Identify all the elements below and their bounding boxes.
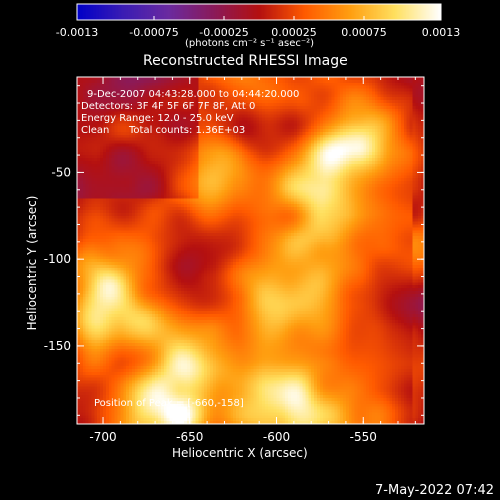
colorbar-tick-label: 0.0013: [422, 26, 461, 39]
colorbar-frame: [76, 3, 442, 21]
y-tick-label: -50: [51, 165, 71, 179]
colorbar: [77, 4, 441, 20]
heatmap-image: [77, 77, 424, 424]
y-tick-label: -100: [44, 252, 71, 266]
peak-position-label: Position of Peak = [-660,-158]: [94, 398, 244, 409]
colorbar-tick-label: -0.00025: [199, 26, 248, 39]
time-range-label: 9-Dec-2007 04:43:28.000 to 04:44:20.000: [87, 89, 300, 100]
colorbar-tick-label: -0.00075: [129, 26, 178, 39]
colorbar-tick-label: 0.00075: [341, 26, 387, 39]
colorbar-units: (photons cm⁻² s⁻¹ asec⁻²): [185, 38, 315, 49]
chart-title: Reconstructed RHESSI Image: [143, 53, 348, 69]
x-axis-title: Heliocentric X (arcsec): [172, 446, 308, 460]
colorbar-tick-label: -0.0013: [56, 26, 98, 39]
x-tick-label: -600: [263, 430, 290, 444]
clean-label: Clean: [81, 125, 110, 136]
y-axis-title: Heliocentric Y (arcsec): [25, 195, 39, 331]
energy-range-label: Energy Range: 12.0 - 25.0 keV: [81, 113, 234, 124]
x-tick-label: -650: [176, 430, 203, 444]
plot-frame: [76, 76, 425, 425]
x-tick-label: -700: [89, 430, 116, 444]
colorbar-tick-label: 0.00025: [271, 26, 317, 39]
footer-timestamp: 7-May-2022 07:42: [375, 483, 494, 498]
x-tick-label: -550: [350, 430, 377, 444]
y-tick-label: -150: [44, 339, 71, 353]
total-counts-label: Total counts: 1.36E+03: [129, 125, 246, 136]
detectors-label: Detectors: 3F 4F 5F 6F 7F 8F, Att 0: [81, 101, 256, 112]
